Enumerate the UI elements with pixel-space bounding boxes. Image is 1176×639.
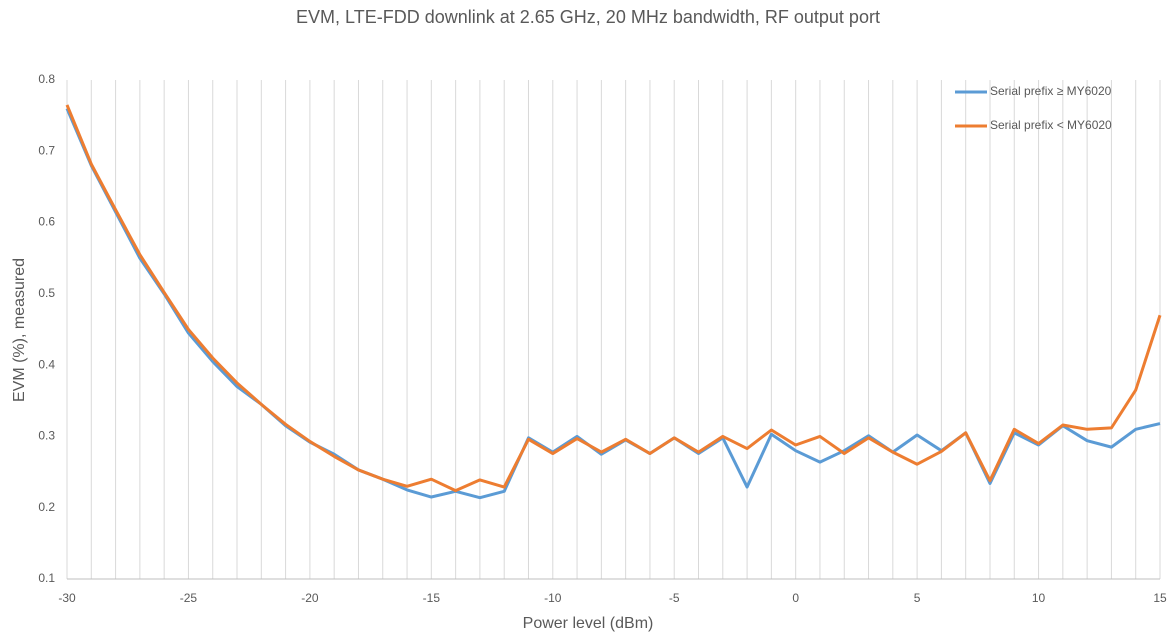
y-tick-label: 0.7 — [38, 143, 55, 157]
x-tick-label: -10 — [544, 591, 562, 605]
x-tick-label: 10 — [1032, 591, 1046, 605]
y-axis-label: EVM (%), measured — [11, 258, 28, 402]
chart-title: EVM, LTE-FDD downlink at 2.65 GHz, 20 MH… — [296, 7, 880, 27]
legend-label: Serial prefix < MY6020 — [990, 118, 1112, 132]
y-tick-label: 0.4 — [38, 357, 55, 371]
y-tick-label: 0.6 — [38, 215, 55, 229]
y-tick-label: 0.8 — [38, 72, 55, 86]
x-axis-label: Power level (dBm) — [523, 615, 654, 632]
x-tick-label: -25 — [180, 591, 198, 605]
y-tick-label: 0.5 — [38, 286, 55, 300]
x-tick-label: -20 — [301, 591, 319, 605]
series-line — [65, 107, 1161, 500]
y-tick-label: 0.3 — [38, 429, 55, 443]
x-tick-label: 5 — [914, 591, 921, 605]
x-tick-label: 15 — [1153, 591, 1167, 605]
x-tick-label: -5 — [669, 591, 680, 605]
x-tick-label: -30 — [58, 591, 76, 605]
series-line — [65, 104, 1162, 493]
x-tick-label: -15 — [423, 591, 441, 605]
y-tick-label: 0.2 — [38, 500, 55, 514]
x-tick-label: 0 — [792, 591, 799, 605]
legend-label: Serial prefix ≥ MY6020 — [990, 84, 1112, 98]
y-tick-label: 0.1 — [38, 571, 55, 585]
